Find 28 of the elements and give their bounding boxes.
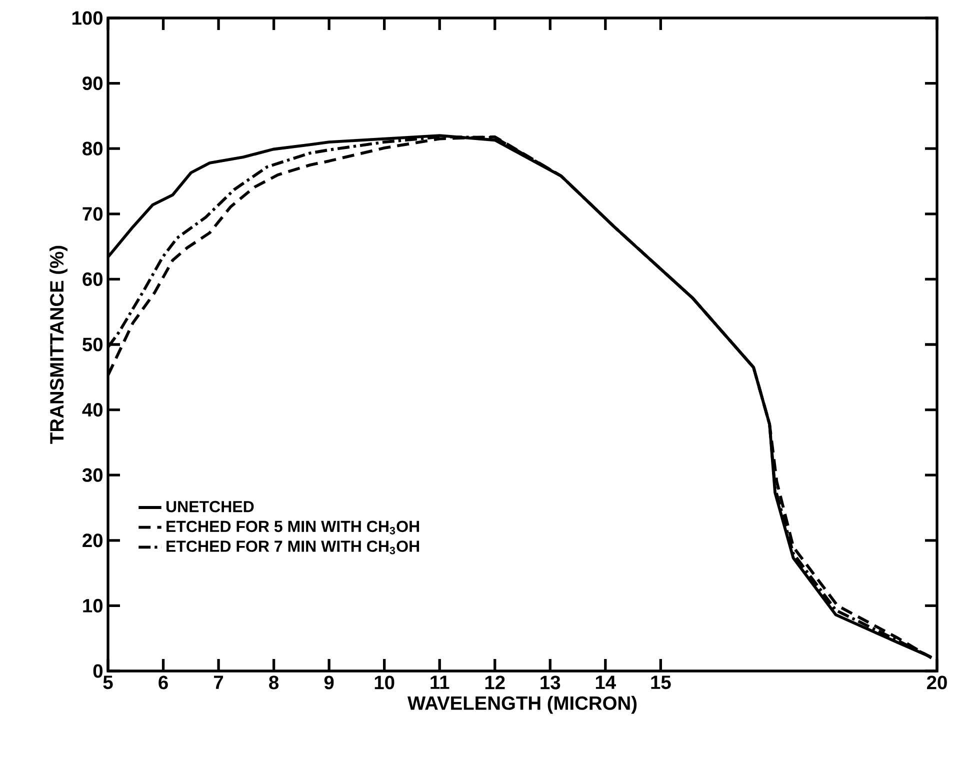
legend-label: ETCHED FOR 5 MIN WITH CH$_{3}$OH [166, 520, 420, 534]
x-tick-label: 14 [596, 676, 616, 689]
y-tick-label: 60 [82, 272, 103, 286]
legend-label: ETCHED FOR 7 MIN WITH CH$_{3}$OH [166, 540, 420, 554]
x-tick-label: 8 [269, 676, 279, 690]
legend-label: UNETCHED [166, 500, 254, 512]
y-tick-label: 0 [93, 664, 103, 678]
y-tick-label: 40 [82, 403, 103, 417]
y-tick-label: 10 [83, 598, 103, 612]
y-tick-label: 30 [82, 468, 103, 482]
x-axis-title: WAVELENGTH (MICRON) [408, 696, 637, 714]
x-tick-label: 6 [158, 676, 168, 690]
x-tick-label: 13 [540, 676, 560, 690]
y-tick-label: 20 [82, 534, 103, 548]
x-tick-label: 15 [651, 676, 671, 690]
x-tick-label: 12 [485, 676, 505, 690]
x-tick-label: 11 [430, 676, 450, 689]
y-axis-title: TRANSMITTANCE (%) [50, 246, 68, 444]
y-tick-label: 70 [82, 207, 103, 221]
x-tick-label: 7 [214, 676, 224, 689]
y-tick-label: 100 [72, 11, 102, 25]
y-tick-label: 90 [82, 76, 103, 90]
x-tick-label: 5 [103, 676, 113, 690]
x-tick-label: 10 [374, 676, 394, 690]
y-tick-label: 50 [82, 338, 103, 352]
x-tick-label: 9 [324, 676, 334, 690]
y-tick-label: 80 [82, 142, 103, 156]
x-tick-label: 20 [926, 676, 947, 690]
